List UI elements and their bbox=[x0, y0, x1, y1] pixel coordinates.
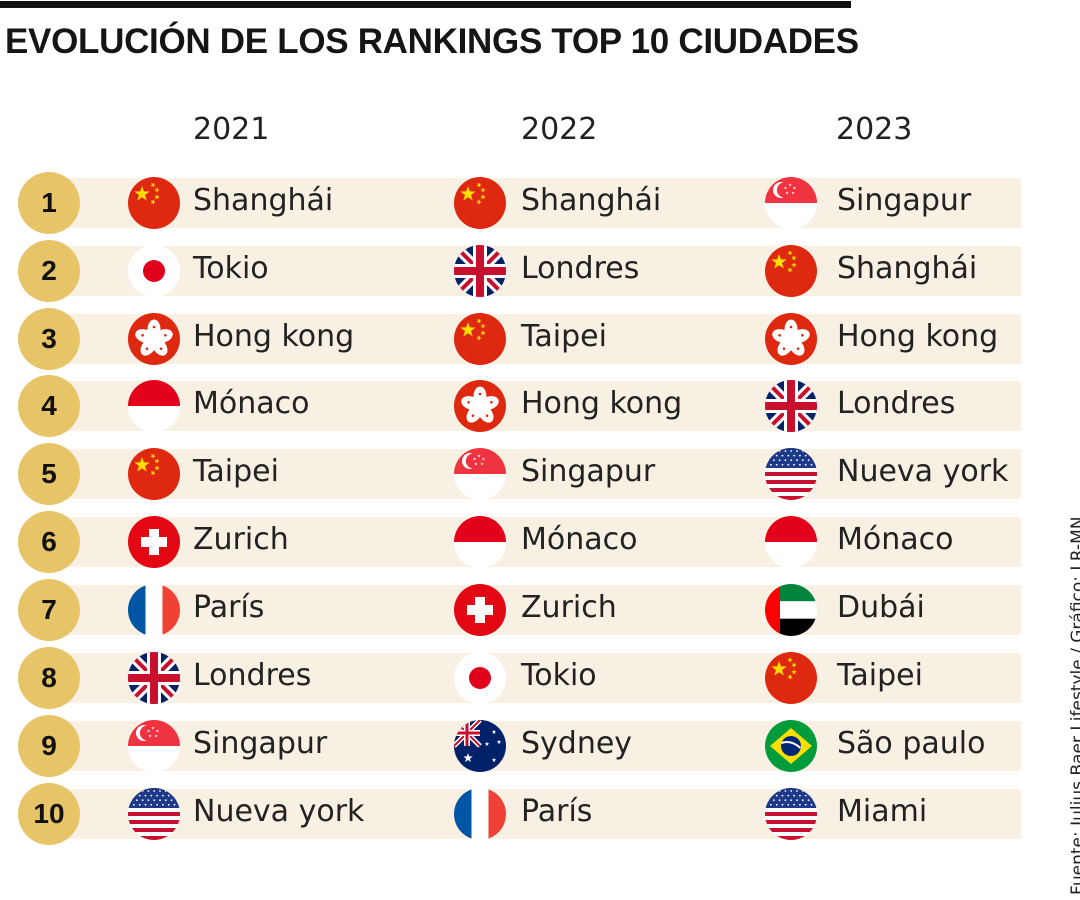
city-name: Hong kong bbox=[521, 386, 683, 421]
city-name: Singapur bbox=[193, 726, 328, 761]
france-flag-icon bbox=[454, 788, 506, 840]
city-name: Nueva york bbox=[193, 794, 365, 829]
year-header-2022: 2022 bbox=[521, 112, 598, 147]
rank-badge: 4 bbox=[18, 375, 80, 437]
rank-badge: 2 bbox=[18, 240, 80, 302]
china-flag-icon bbox=[128, 177, 180, 229]
usa-flag-icon bbox=[128, 788, 180, 840]
city-name: Zurich bbox=[193, 522, 289, 557]
city-name: París bbox=[193, 590, 265, 625]
city-name: Taipei bbox=[193, 454, 279, 489]
rank-badge: 3 bbox=[18, 308, 80, 370]
uae-flag-icon bbox=[765, 584, 817, 636]
china-flag-icon bbox=[765, 652, 817, 704]
table-row bbox=[50, 178, 1021, 228]
hongkong-flag-icon bbox=[454, 380, 506, 432]
city-name: Zurich bbox=[521, 590, 617, 625]
city-name: Mónaco bbox=[521, 522, 638, 557]
table-row bbox=[50, 314, 1021, 364]
year-header-2021: 2021 bbox=[193, 112, 270, 147]
city-name: Singapur bbox=[521, 454, 656, 489]
city-name: Sydney bbox=[521, 726, 633, 761]
city-name: Hong kong bbox=[837, 319, 999, 354]
australia-flag-icon bbox=[454, 720, 506, 772]
city-name: Tokio bbox=[193, 251, 269, 286]
swiss-flag-icon bbox=[128, 516, 180, 568]
japan-flag-icon bbox=[454, 652, 506, 704]
city-name: Mónaco bbox=[193, 386, 310, 421]
monaco-flag-icon bbox=[454, 516, 506, 568]
monaco-flag-icon bbox=[128, 380, 180, 432]
rank-badge: 10 bbox=[18, 783, 80, 845]
top-rule bbox=[0, 1, 851, 8]
swiss-flag-icon bbox=[454, 584, 506, 636]
city-name: Shanghái bbox=[193, 183, 334, 218]
table-row bbox=[50, 721, 1021, 771]
source-note: Fuente: Julius Baer Lifestyle / Gráfico:… bbox=[1068, 516, 1080, 895]
city-name: Londres bbox=[837, 386, 956, 421]
city-name: Tokio bbox=[521, 658, 597, 693]
city-name: Singapur bbox=[837, 183, 972, 218]
japan-flag-icon bbox=[128, 245, 180, 297]
brazil-flag-icon bbox=[765, 720, 817, 772]
singapore-flag-icon bbox=[454, 448, 506, 500]
rank-badge: 7 bbox=[18, 579, 80, 641]
rank-badge: 6 bbox=[18, 511, 80, 573]
rank-badge: 8 bbox=[18, 647, 80, 709]
usa-flag-icon bbox=[765, 788, 817, 840]
china-flag-icon bbox=[454, 313, 506, 365]
uk-flag-icon bbox=[454, 245, 506, 297]
singapore-flag-icon bbox=[765, 177, 817, 229]
city-name: Shanghái bbox=[837, 251, 978, 286]
monaco-flag-icon bbox=[765, 516, 817, 568]
china-flag-icon bbox=[765, 245, 817, 297]
uk-flag-icon bbox=[765, 380, 817, 432]
city-name: Miami bbox=[837, 794, 928, 829]
city-name: Londres bbox=[193, 658, 312, 693]
city-name: Dubái bbox=[837, 590, 925, 625]
city-name: París bbox=[521, 794, 593, 829]
table-row bbox=[50, 585, 1021, 635]
hongkong-flag-icon bbox=[128, 313, 180, 365]
city-name: Londres bbox=[521, 251, 640, 286]
hongkong-flag-icon bbox=[765, 313, 817, 365]
france-flag-icon bbox=[128, 584, 180, 636]
table-row bbox=[50, 517, 1021, 567]
table-row bbox=[50, 789, 1021, 839]
usa-flag-icon bbox=[765, 448, 817, 500]
city-name: Hong kong bbox=[193, 319, 355, 354]
china-flag-icon bbox=[454, 177, 506, 229]
year-header-2023: 2023 bbox=[836, 112, 913, 147]
rank-badge: 1 bbox=[18, 172, 80, 234]
singapore-flag-icon bbox=[128, 720, 180, 772]
table-row bbox=[50, 653, 1021, 703]
table-row bbox=[50, 449, 1021, 499]
city-name: Taipei bbox=[521, 319, 607, 354]
page-title: EVOLUCIÓN DE LOS RANKINGS TOP 10 CIUDADE… bbox=[5, 22, 859, 61]
uk-flag-icon bbox=[128, 652, 180, 704]
city-name: Mónaco bbox=[837, 522, 954, 557]
table-row bbox=[50, 381, 1021, 431]
china-flag-icon bbox=[128, 448, 180, 500]
city-name: Nueva york bbox=[837, 454, 1009, 489]
city-name: São paulo bbox=[837, 726, 986, 761]
city-name: Shanghái bbox=[521, 183, 662, 218]
rank-badge: 5 bbox=[18, 443, 80, 505]
table-row bbox=[50, 246, 1021, 296]
rank-badge: 9 bbox=[18, 715, 80, 777]
city-name: Taipei bbox=[837, 658, 923, 693]
